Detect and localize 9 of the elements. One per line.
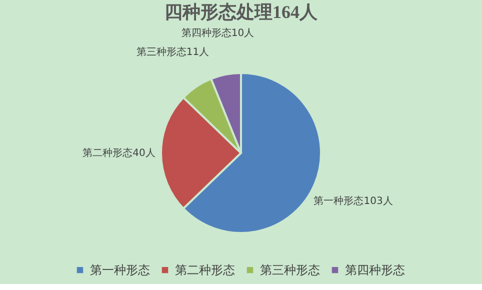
legend-label: 第二种形态 [175, 263, 235, 278]
chart-title: 四种形态处理164人 [164, 2, 318, 22]
data-label: 第三种形态11人 [136, 46, 210, 58]
data-label: 第二种形态40人 [82, 147, 156, 159]
legend-label: 第四种形态 [345, 263, 405, 278]
legend-label: 第一种形态 [90, 263, 150, 278]
data-label: 第一种形态103人 [314, 194, 393, 207]
data-label: 第四种形态10人 [181, 27, 254, 40]
legend-label: 第三种形态 [260, 263, 320, 278]
